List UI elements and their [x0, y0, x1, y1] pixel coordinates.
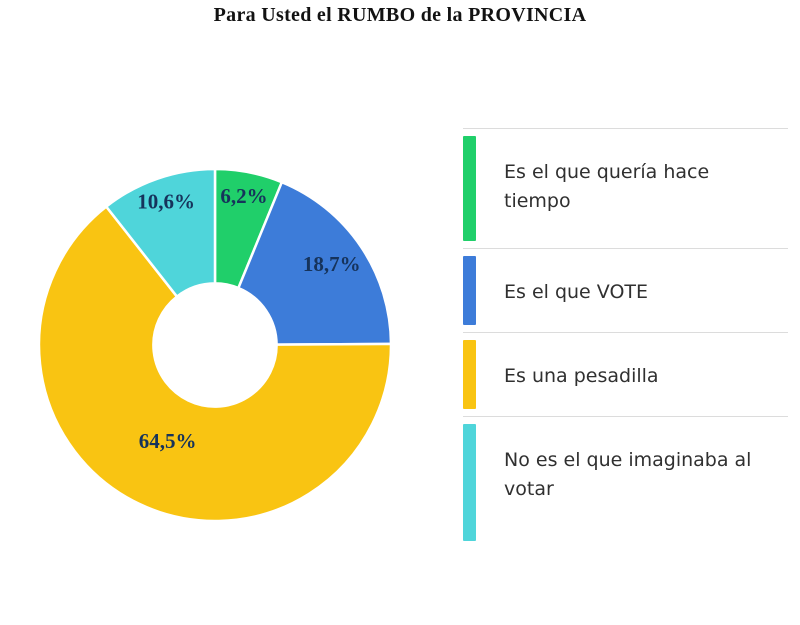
legend-item: Es el que quería hace tiempo — [463, 128, 788, 248]
legend-color-bar — [463, 424, 476, 541]
slice-value-label: 64,5% — [139, 429, 197, 453]
slice-value-label: 6,2% — [220, 184, 267, 208]
chart-title: Para Usted el RUMBO de la PROVINCIA — [213, 4, 587, 26]
legend-color-bar — [463, 256, 476, 325]
slice-value-label: 10,6% — [137, 189, 195, 213]
legend-item: Es el que VOTE — [463, 248, 788, 332]
legend-item-label: Es una pesadilla — [504, 365, 659, 387]
pie-slice — [37, 205, 393, 523]
donut-chart: 6,2% 18,7% 64,5% 10,6% — [0, 125, 435, 565]
slice-value-label: 18,7% — [303, 252, 361, 276]
pie-slice — [237, 180, 393, 346]
legend-item-label: No es el que imaginaba al votar — [504, 449, 752, 501]
legend-color-bar — [463, 136, 476, 241]
legend-item: No es el que imaginaba al votar — [463, 416, 788, 548]
chart-legend: Es el que quería hace tiempo Es el que V… — [463, 128, 788, 548]
donut-chart-svg: 6,2% 18,7% 64,5% 10,6% — [37, 167, 393, 523]
legend-item: Es una pesadilla — [463, 332, 788, 416]
pie-slice — [105, 167, 217, 298]
legend-color-bar — [463, 340, 476, 409]
legend-item-label: Es el que VOTE — [504, 281, 649, 303]
legend-item-label: Es el que quería hace tiempo — [504, 161, 710, 213]
